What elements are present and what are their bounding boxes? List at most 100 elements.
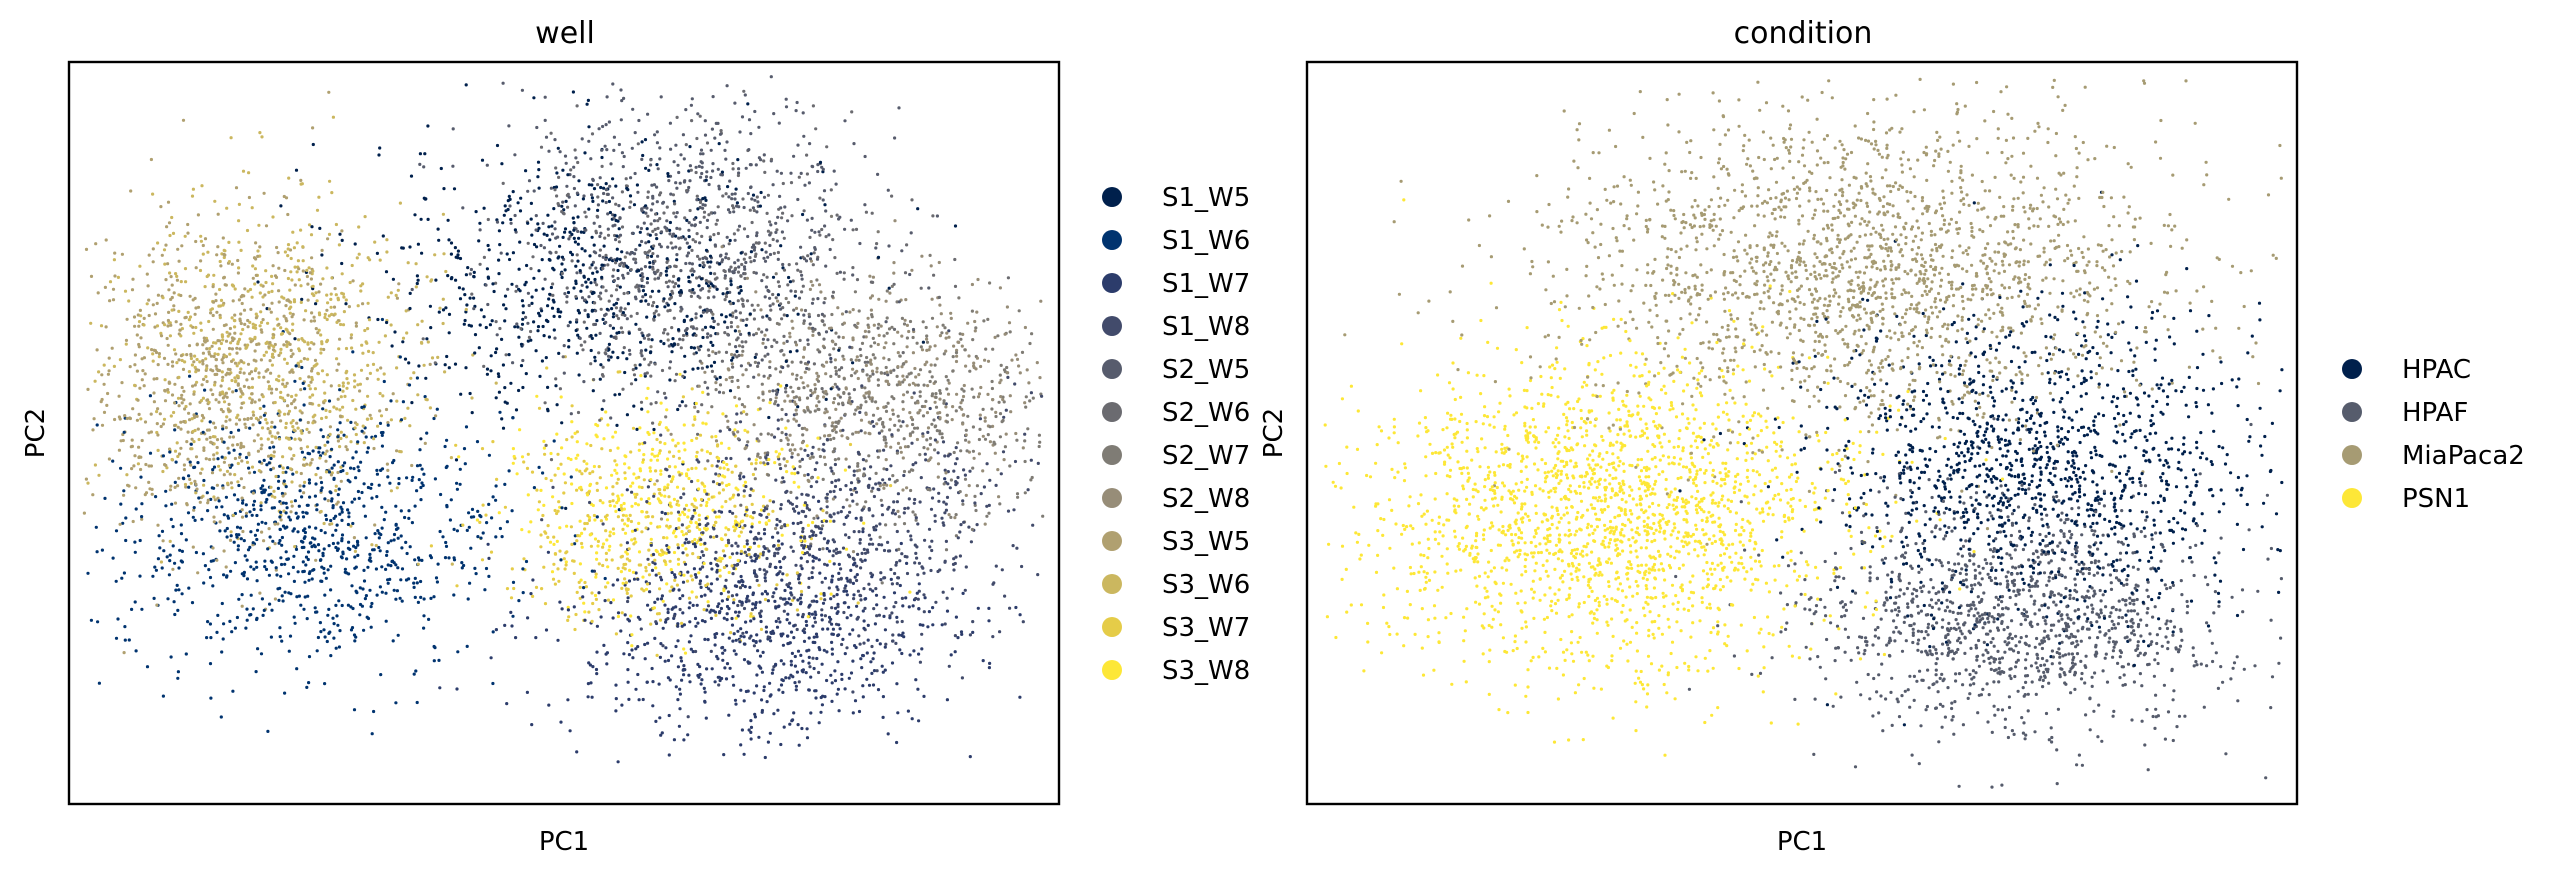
scatter-point xyxy=(596,544,600,548)
scatter-point xyxy=(427,617,431,622)
scatter-point xyxy=(955,457,959,461)
scatter-point xyxy=(785,600,789,605)
scatter-point xyxy=(1024,405,1028,409)
scatter-point xyxy=(484,283,488,287)
scatter-point xyxy=(536,160,541,164)
scatter-point xyxy=(286,243,291,247)
scatter-point xyxy=(793,664,798,668)
scatter-point xyxy=(931,214,935,218)
scatter-point xyxy=(595,624,600,628)
scatter-point xyxy=(596,195,600,199)
scatter-point xyxy=(286,254,290,258)
scatter-point xyxy=(340,510,344,514)
scatter-point xyxy=(635,427,639,431)
scatter-point xyxy=(187,485,191,489)
scatter-point xyxy=(752,541,757,545)
scatter-point xyxy=(511,190,515,194)
scatter-point xyxy=(560,204,564,208)
scatter-point xyxy=(681,374,685,378)
scatter-point xyxy=(481,503,485,507)
scatter-point xyxy=(747,552,751,557)
scatter-point xyxy=(800,509,804,513)
scatter-point xyxy=(302,536,306,541)
scatter-point xyxy=(543,277,547,281)
scatter-point xyxy=(535,488,539,492)
scatter-point xyxy=(521,385,525,390)
scatter-point xyxy=(342,310,346,314)
scatter-point xyxy=(809,280,813,284)
scatter-point xyxy=(638,469,643,473)
scatter-point xyxy=(233,561,237,565)
scatter-point xyxy=(354,450,358,454)
scatter-point xyxy=(343,567,347,571)
scatter-point xyxy=(345,557,349,561)
scatter-point xyxy=(285,381,289,385)
scatter-point xyxy=(174,320,178,324)
scatter-point xyxy=(725,618,729,622)
scatter-point xyxy=(667,495,671,499)
scatter-point xyxy=(204,375,208,379)
scatter-point xyxy=(401,340,405,344)
scatter-point xyxy=(195,342,199,346)
scatter-point xyxy=(301,259,305,263)
scatter-point xyxy=(583,610,587,614)
scatter-point xyxy=(241,169,246,173)
scatter-point xyxy=(614,261,618,265)
scatter-point xyxy=(261,303,265,307)
scatter-point xyxy=(720,505,724,509)
scatter-point xyxy=(726,468,730,472)
scatter-point xyxy=(696,112,700,116)
scatter-point xyxy=(887,358,891,362)
scatter-point xyxy=(377,545,381,550)
scatter-point xyxy=(724,252,728,256)
scatter-point xyxy=(745,299,750,303)
chart-title: well xyxy=(535,16,595,51)
scatter-point xyxy=(214,364,218,368)
scatter-point xyxy=(771,237,775,242)
scatter-point xyxy=(572,571,576,576)
scatter-point xyxy=(559,310,563,314)
scatter-point xyxy=(818,547,822,552)
scatter-point xyxy=(914,551,918,556)
scatter-point xyxy=(746,102,750,106)
scatter-point xyxy=(557,351,561,355)
scatter-point xyxy=(698,257,702,261)
scatter-point xyxy=(200,419,204,423)
scatter-point xyxy=(199,495,204,500)
scatter-point xyxy=(282,343,286,347)
scatter-point xyxy=(323,635,327,639)
scatter-point xyxy=(315,299,319,303)
scatter-point xyxy=(302,491,306,495)
scatter-point xyxy=(768,304,772,308)
scatter-point xyxy=(400,546,404,550)
scatter-point xyxy=(395,366,399,370)
scatter-point xyxy=(704,716,708,720)
scatter-point xyxy=(305,274,309,279)
scatter-point xyxy=(318,621,322,625)
scatter-point xyxy=(584,280,588,284)
scatter-point xyxy=(659,245,663,249)
scatter-point xyxy=(884,642,888,646)
scatter-point xyxy=(423,395,427,399)
scatter-point xyxy=(675,211,679,215)
scatter-point xyxy=(569,475,573,479)
scatter-point xyxy=(288,311,292,315)
scatter-point xyxy=(779,171,784,175)
scatter-point xyxy=(737,265,741,269)
scatter-point xyxy=(968,369,972,373)
scatter-point xyxy=(350,346,354,350)
scatter-point xyxy=(807,612,811,616)
scatter-point xyxy=(233,473,237,477)
scatter-point xyxy=(657,682,661,686)
scatter-point xyxy=(639,299,643,303)
scatter-point xyxy=(678,337,682,341)
scatter-point xyxy=(270,387,274,391)
scatter-point xyxy=(716,564,720,568)
scatter-point xyxy=(425,431,429,435)
scatter-point xyxy=(269,425,274,429)
scatter-point xyxy=(828,247,832,252)
scatter-point xyxy=(657,571,661,576)
scatter-point xyxy=(921,320,925,324)
scatter-point xyxy=(801,659,805,663)
scatter-point xyxy=(604,200,608,205)
